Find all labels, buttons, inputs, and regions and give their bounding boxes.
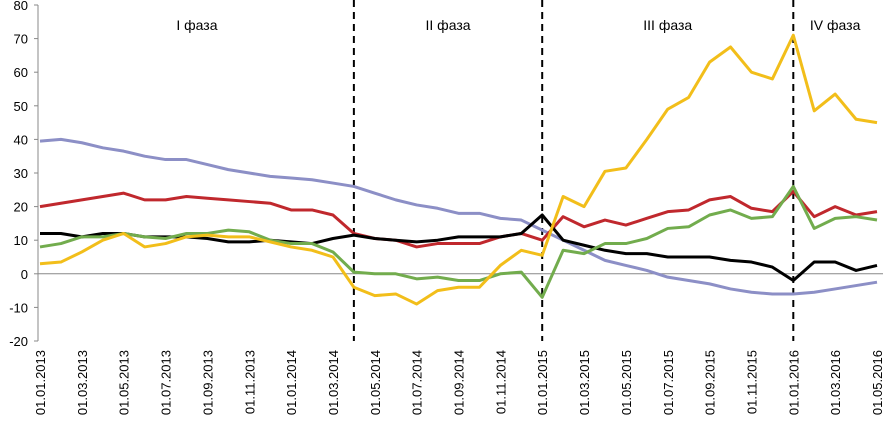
y-tick-label: 30 bbox=[14, 166, 28, 181]
phase-label: IV фаза bbox=[810, 17, 861, 33]
series-line bbox=[39, 184, 878, 299]
phase-label: III фаза bbox=[643, 17, 692, 33]
phase-label: II фаза bbox=[426, 17, 471, 33]
x-tick-label: 01.09.2013 bbox=[200, 350, 215, 415]
x-tick-label: 01.07.2014 bbox=[410, 350, 425, 415]
y-tick-label: 40 bbox=[14, 132, 28, 147]
x-tick-label: 01.03.2016 bbox=[828, 350, 843, 415]
x-tick-label: 01.11.2015 bbox=[744, 350, 759, 414]
series-line bbox=[39, 137, 878, 296]
x-tick-label: 01.01.2013 bbox=[33, 350, 48, 415]
x-tick-label: 01.07.2013 bbox=[159, 350, 174, 415]
y-tick-label: 0 bbox=[21, 267, 28, 282]
x-tick-label: 01.11.2013 bbox=[242, 350, 257, 414]
x-tick-label: 01.01.2015 bbox=[535, 350, 550, 415]
x-tick-label: 01.03.2014 bbox=[326, 350, 341, 415]
x-tick-label: 01.03.2013 bbox=[75, 350, 90, 415]
x-tick-label: 01.07.2015 bbox=[661, 350, 676, 415]
series-line bbox=[39, 33, 878, 306]
x-tick-label: 01.09.2014 bbox=[452, 350, 467, 415]
x-tick-label: 01.01.2016 bbox=[786, 350, 801, 415]
y-tick-label: 80 bbox=[14, 0, 28, 13]
x-tick-label: 01.11.2014 bbox=[493, 350, 508, 414]
x-tick-label: 01.05.2014 bbox=[368, 350, 383, 415]
y-tick-label: 10 bbox=[14, 233, 28, 248]
x-tick-label: 01.05.2015 bbox=[619, 350, 634, 415]
y-tick-label: -10 bbox=[9, 300, 28, 315]
x-tick-label: 01.05.2013 bbox=[117, 350, 132, 415]
y-tick-label: -20 bbox=[9, 334, 28, 349]
x-tick-label: 01.01.2014 bbox=[284, 350, 299, 415]
y-tick-label: 60 bbox=[14, 65, 28, 80]
x-tick-label: 01.05.2016 bbox=[870, 350, 885, 415]
y-tick-label: 70 bbox=[14, 32, 28, 47]
series-line bbox=[40, 213, 878, 283]
x-tick-label: 01.09.2015 bbox=[703, 350, 718, 415]
y-tick-label: 50 bbox=[14, 99, 28, 114]
x-tick-label: 01.03.2015 bbox=[577, 350, 592, 415]
phase-label: I фаза bbox=[176, 17, 217, 33]
y-tick-label: 20 bbox=[14, 200, 28, 215]
series-line bbox=[39, 189, 878, 249]
